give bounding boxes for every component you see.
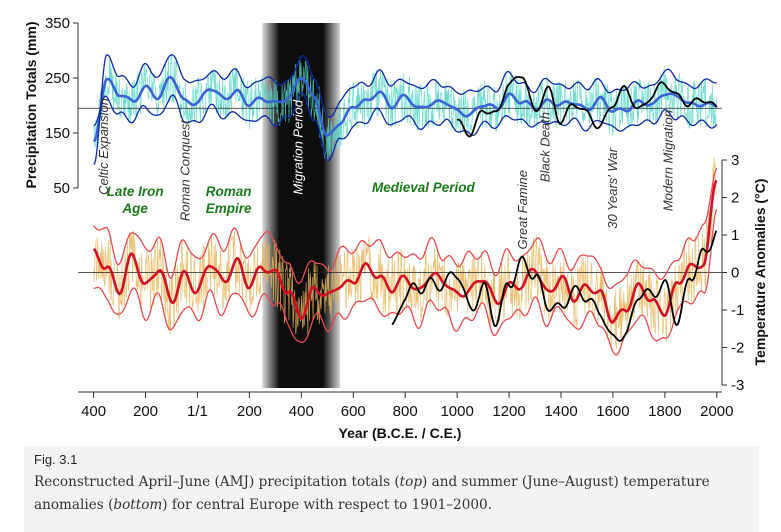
caption-text: Reconstructed April–June (AMJ) precipita… (34, 471, 749, 517)
event-label: Migration Period (291, 99, 306, 194)
event-label: 30 Years' War (605, 147, 620, 228)
x-tick-label: 1400 (544, 403, 577, 420)
temp-y-tick-label: 0 (731, 265, 739, 282)
period-label: Empire (206, 201, 252, 216)
precip-lower-bound (93, 91, 718, 162)
series-lines-layer (78, 53, 722, 356)
event-label: Black Death (537, 112, 552, 182)
precip-upper-bound (93, 53, 717, 165)
event-label: Celtic Expansion (96, 98, 111, 195)
event-label: Great Famine (515, 170, 530, 249)
temp-y-tick-label: 3 (731, 152, 739, 169)
temp-lower-bound (93, 209, 718, 356)
caption-emphasis-top: top (399, 474, 423, 490)
x-tick-label: 1200 (492, 403, 525, 420)
caption-part-1: Reconstructed April–June (AMJ) precipita… (34, 474, 400, 490)
temp-y-tick-label: -3 (731, 377, 744, 394)
x-tick-label: 1800 (648, 403, 681, 420)
chart-figure: 350 250 150 50 Precipitation Totals (mm) 3 2 1 0… (23, 15, 768, 441)
precip-y-tick-label: 50 (53, 180, 70, 197)
x-tick-label: 600 (341, 403, 366, 420)
precip-y-tick-label: 250 (45, 70, 70, 87)
precip-historical-line (456, 76, 718, 138)
temp-annual-values (93, 157, 717, 351)
period-label: Age (121, 201, 148, 216)
precip-annual-values (93, 53, 717, 162)
annual-noise-layer (93, 53, 717, 351)
period-label: Medieval Period (372, 180, 476, 195)
x-tick-label: 400 (81, 403, 106, 420)
x-tick-label: 1/1 (187, 403, 208, 420)
event-label: Roman Conquest (178, 119, 193, 222)
figure-caption: Fig. 3.1 Reconstructed April–June (AMJ) … (24, 446, 759, 532)
temp-historical-line (391, 230, 718, 342)
x-tick-label: 200 (133, 403, 158, 420)
x-tick-label: 400 (289, 403, 314, 420)
precip-mean-line (92, 75, 718, 143)
temp-y-tick-label: -1 (731, 302, 744, 319)
temp-y-tick-label: -2 (731, 340, 744, 357)
caption-emphasis-bottom: bottom (113, 497, 163, 513)
precip-y-tick-label: 350 (45, 15, 70, 32)
caption-label: Fig. 3.1 (34, 452, 78, 467)
period-label: Late Iron (107, 184, 164, 199)
x-axis-label: Year (B.C.E. / C.E.) (339, 425, 462, 441)
caption-part-3: ) for central Europe with respect to 190… (162, 497, 492, 513)
temp-upper-bound (93, 167, 718, 290)
x-tick-label: 200 (237, 403, 262, 420)
period-label: Roman (206, 184, 252, 199)
caption-part-2: ) and summer (June–August) temperature a… (34, 474, 710, 513)
temp-mean-line (92, 179, 718, 324)
x-tick-label: 1000 (440, 403, 473, 420)
axes-layer (73, 22, 727, 398)
x-tick-label: 1600 (596, 403, 629, 420)
temp-y-tick-label: 2 (731, 190, 739, 207)
event-label: Modern Migration (661, 110, 676, 211)
precip-y-axis-label: Precipitation Totals (mm) (23, 22, 39, 189)
x-tick-label: 2000 (700, 403, 733, 420)
temp-y-axis-label: Temperature Anomalies (°C) (752, 179, 768, 366)
x-tick-label: 800 (393, 403, 418, 420)
temp-y-tick-label: 1 (731, 227, 739, 244)
precip-y-tick-label: 150 (45, 125, 70, 142)
